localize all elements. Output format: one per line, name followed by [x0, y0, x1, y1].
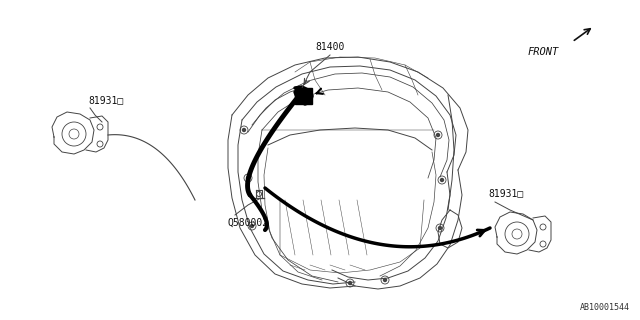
- Circle shape: [383, 278, 387, 282]
- Text: 81931□: 81931□: [488, 188, 524, 198]
- Circle shape: [349, 282, 351, 284]
- Text: Q580002: Q580002: [228, 218, 269, 228]
- Circle shape: [436, 133, 440, 137]
- Polygon shape: [295, 88, 312, 104]
- Circle shape: [246, 177, 250, 180]
- Circle shape: [250, 225, 253, 228]
- Text: 81931□: 81931□: [88, 95, 124, 105]
- Circle shape: [440, 179, 444, 181]
- Text: AB10001544: AB10001544: [580, 303, 630, 312]
- Text: 81400: 81400: [316, 42, 345, 52]
- Circle shape: [438, 227, 442, 229]
- Text: FRONT: FRONT: [528, 47, 559, 57]
- Circle shape: [243, 129, 246, 132]
